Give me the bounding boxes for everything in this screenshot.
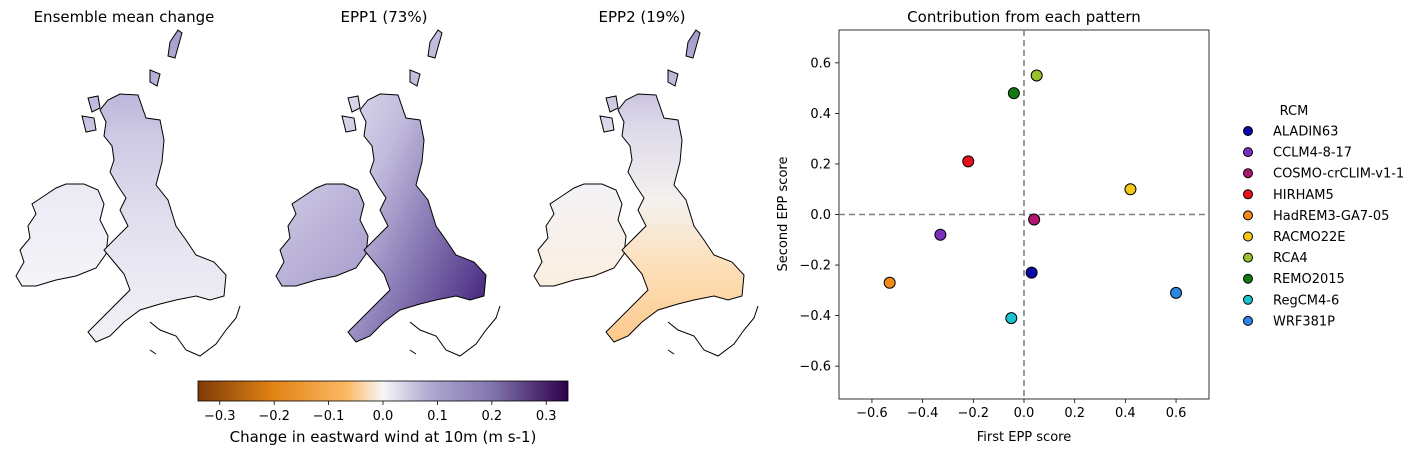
coastline-france	[667, 305, 759, 357]
legend-label: ALADIN63	[1273, 125, 1338, 140]
legend-marker	[1243, 315, 1253, 326]
great-britain-landmass	[341, 29, 487, 343]
channel-islands	[667, 349, 675, 355]
ireland-landmass	[275, 183, 369, 287]
data-points	[883, 69, 1183, 325]
y-tick-label: 0.6	[810, 56, 831, 71]
legend-marker	[1243, 189, 1253, 200]
colorbar-bar	[197, 380, 569, 402]
legend-label: COSMO-crCLIM-v1-1	[1273, 167, 1404, 182]
ireland-landmass	[533, 183, 627, 287]
colorbar: −0.3 −0.2 −0.1 0.0 0.1 0.2 0.3 Change in eastw…	[197, 380, 569, 446]
colorbar-ticks: −0.3 −0.2 −0.1 0.0 0.1 0.2 0.3	[204, 401, 557, 424]
legend-marker	[1243, 273, 1253, 284]
legend-label: REMO2015	[1273, 272, 1345, 287]
colorbar-tick-label: 0.1	[427, 409, 448, 424]
map-panel-ensemble: Ensemble mean change	[15, 8, 241, 357]
colorbar-tick-label: 0.2	[481, 409, 502, 424]
scatter-point	[883, 276, 896, 289]
scatter-point	[1170, 286, 1183, 299]
y-tick-label: 0.2	[810, 157, 831, 172]
scatter-point	[962, 155, 975, 168]
legend-marker	[1243, 294, 1253, 305]
legend: RCM ALADIN63 CCLM4-8-17 COSMO-crCLIM-v1-1 H…	[1243, 104, 1404, 329]
legend-label: CCLM4-8-17	[1273, 146, 1352, 161]
colorbar-tick-label: −0.2	[258, 409, 290, 424]
colorbar-tick-label: −0.1	[313, 409, 345, 424]
great-britain-landmass	[81, 29, 227, 343]
x-tick-label: 0.4	[1115, 406, 1136, 421]
scatter-point	[1025, 266, 1038, 279]
legend-title: RCM	[1280, 104, 1309, 119]
x-tick-label: −0.6	[856, 406, 888, 421]
legend-marker	[1243, 252, 1253, 263]
y-tick-label: −0.6	[799, 360, 831, 375]
legend-marker	[1243, 210, 1253, 221]
legend-marker	[1243, 231, 1253, 242]
colorbar-tick-label: 0.0	[373, 409, 394, 424]
x-tick-label: 0.6	[1166, 406, 1187, 421]
x-axis-ticks: −0.6 −0.4 −0.2 0.0 0.2 0.4 0.6	[856, 399, 1186, 421]
map-title: Ensemble mean change	[34, 8, 215, 26]
y-axis-label: Second EPP score	[776, 157, 791, 272]
scatter-point	[1028, 213, 1041, 226]
legend-marker	[1243, 126, 1253, 136]
x-axis-label: First EPP score	[977, 430, 1071, 445]
legend-marker	[1243, 168, 1253, 179]
chart-title: Contribution from each pattern	[907, 8, 1141, 26]
legend-marker	[1243, 147, 1253, 158]
x-tick-label: −0.4	[907, 406, 939, 421]
channel-islands	[409, 349, 417, 355]
colorbar-tick-label: 0.3	[536, 409, 557, 424]
great-britain-landmass	[599, 29, 745, 343]
scatter-chart: Contribution from each pattern −0.6 −0.4−…	[776, 8, 1210, 445]
ireland-landmass	[15, 183, 109, 287]
legend-label: RegCM4-6	[1273, 293, 1339, 308]
y-tick-label: 0.0	[810, 208, 831, 223]
scatter-point	[934, 228, 947, 241]
map-panel-epp2: EPP2 (19%)	[533, 8, 759, 357]
x-tick-label: 0.2	[1064, 406, 1085, 421]
legend-items: ALADIN63 CCLM4-8-17 COSMO-crCLIM-v1-1 HIRHA…	[1243, 125, 1404, 329]
scatter-point	[1007, 87, 1020, 100]
y-tick-label: −0.4	[799, 309, 831, 324]
coastline-france	[409, 305, 501, 357]
scatter-point	[1005, 312, 1018, 325]
map-panel-epp1: EPP1 (73%)	[275, 8, 501, 357]
y-axis-ticks: −0.6 −0.4 −0.2 0.0 0.2 0.4 0.6	[799, 56, 839, 375]
map-title: EPP2 (19%)	[599, 8, 686, 26]
legend-label: WRF381P	[1273, 314, 1335, 329]
scatter-point	[1030, 69, 1043, 82]
legend-label: HadREM3-GA7-05	[1273, 209, 1389, 224]
y-tick-label: −0.2	[799, 259, 831, 274]
x-tick-label: −0.2	[958, 406, 990, 421]
legend-label: HIRHAM5	[1273, 188, 1334, 203]
x-tick-label: 0.0	[1014, 406, 1035, 421]
legend-label: RACMO22E	[1273, 230, 1345, 245]
coastline-france	[149, 305, 241, 357]
map-title: EPP1 (73%)	[341, 8, 428, 26]
scatter-point	[1124, 183, 1137, 196]
y-tick-label: 0.4	[810, 107, 831, 122]
channel-islands	[149, 349, 157, 355]
legend-label: RCA4	[1273, 251, 1308, 266]
colorbar-tick-label: −0.3	[204, 409, 236, 424]
colorbar-label: Change in eastward wind at 10m (m s-1)	[230, 428, 537, 446]
